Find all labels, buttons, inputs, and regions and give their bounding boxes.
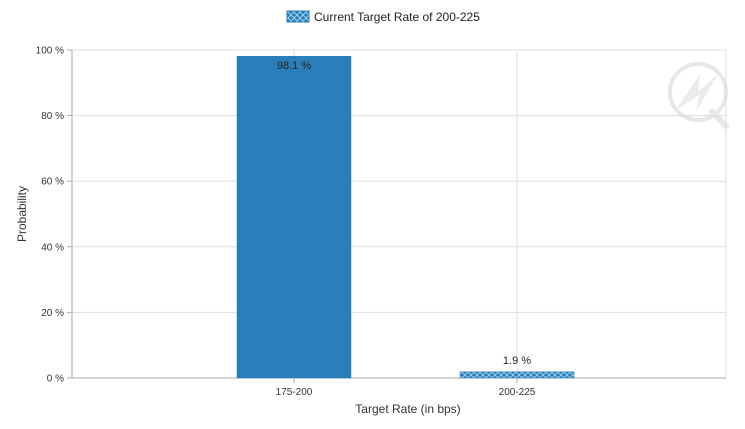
y-tick-label: 80 %	[41, 111, 64, 122]
x-axis-ticks: 175-200 200-225	[276, 378, 536, 398]
y-tick-label: 0 %	[47, 374, 64, 385]
y-tick-label: 60 %	[41, 177, 64, 188]
data-label-175-200: 98.1 %	[277, 60, 311, 72]
y-axis-ticks: 0 % 20 % 40 % 60 % 80 % 100 %	[36, 46, 72, 385]
bar-175-200	[236, 55, 352, 379]
watermark-logo	[668, 62, 729, 129]
x-tick-label: 200-225	[499, 387, 536, 398]
legend-label: Current Target Rate of 200-225	[314, 10, 480, 24]
x-axis-title: Target Rate (in bps)	[355, 402, 460, 416]
bars: 98.1 % 1.9 %	[236, 55, 575, 379]
legend: Current Target Rate of 200-225	[286, 10, 480, 24]
legend-swatch	[286, 10, 310, 23]
y-tick-label: 20 %	[41, 308, 64, 319]
bar-200-225	[459, 371, 575, 379]
y-axis-title: Probability	[15, 186, 29, 242]
data-label-200-225: 1.9 %	[503, 355, 531, 367]
y-tick-label: 40 %	[41, 242, 64, 253]
grid	[71, 49, 727, 379]
y-tick-label: 100 %	[36, 46, 64, 57]
x-tick-label: 175-200	[276, 387, 313, 398]
